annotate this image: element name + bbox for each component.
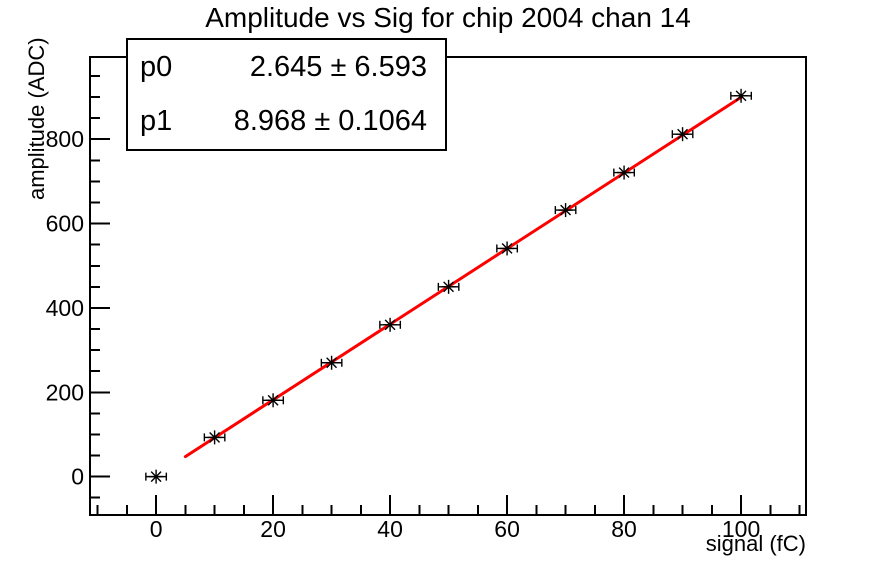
x-tick-label: 80 xyxy=(611,516,637,542)
marker-star-diag2 xyxy=(443,281,455,293)
y-tick-label: 0 xyxy=(71,464,84,490)
x-tick-label: 0 xyxy=(150,516,163,542)
y-axis-title: amplitude (ADC) xyxy=(24,37,49,200)
marker-star-diag2 xyxy=(618,167,630,178)
plot-title: Amplitude vs Sig for chip 2004 chan 14 xyxy=(205,2,691,33)
data-point xyxy=(496,241,519,256)
stat-row-p0: p0 2.645 ± 6.593 xyxy=(128,50,445,83)
marker-star-diag2 xyxy=(677,128,689,140)
y-tick-label: 800 xyxy=(46,126,84,152)
stat-value-p0: 2.645 ± 6.593 xyxy=(249,50,427,83)
marker-star-diag2 xyxy=(326,357,338,369)
x-tick-label: 40 xyxy=(377,516,403,542)
x-axis-title: signal (fC) xyxy=(706,531,806,556)
marker-star-diag2 xyxy=(209,431,221,443)
data-point xyxy=(320,355,343,370)
y-tick-label: 400 xyxy=(46,295,84,321)
x-tick-label: 100 xyxy=(722,516,760,542)
stat-row-p1: p1 8.968 ± 0.1064 xyxy=(128,107,445,136)
marker-star-diag2 xyxy=(384,319,396,331)
stat-label-p1: p1 xyxy=(140,105,173,138)
y-tick-label: 200 xyxy=(46,379,84,405)
marker-star-diag2 xyxy=(560,204,572,216)
marker-star-diag2 xyxy=(150,471,162,483)
stat-label-p0: p0 xyxy=(140,50,173,83)
data-point xyxy=(437,279,460,294)
marker-star-diag2 xyxy=(267,394,279,406)
data-point xyxy=(203,430,226,445)
data-point xyxy=(145,469,168,484)
data-point xyxy=(554,203,577,218)
data-points-group xyxy=(145,88,753,484)
x-tick-label: 60 xyxy=(494,516,520,542)
fit-line xyxy=(183,95,743,459)
y-tick-label: 600 xyxy=(46,211,84,237)
marker-star-diag2 xyxy=(735,90,747,102)
data-point xyxy=(730,88,753,103)
data-point xyxy=(262,393,285,408)
fit-stats-box: p0 2.645 ± 6.593 p1 8.968 ± 0.1064 xyxy=(126,38,447,151)
stat-value-p1: 8.968 ± 0.1064 xyxy=(233,105,427,138)
fit-line-group xyxy=(183,95,743,459)
axis-ticks: 0 20 40 60 80 100 0 200 400 600 800 xyxy=(46,74,801,542)
marker-star-diag2 xyxy=(501,243,513,254)
data-point xyxy=(613,165,636,180)
x-tick-label: 20 xyxy=(260,516,286,542)
data-point xyxy=(379,317,402,332)
data-point xyxy=(671,127,694,142)
